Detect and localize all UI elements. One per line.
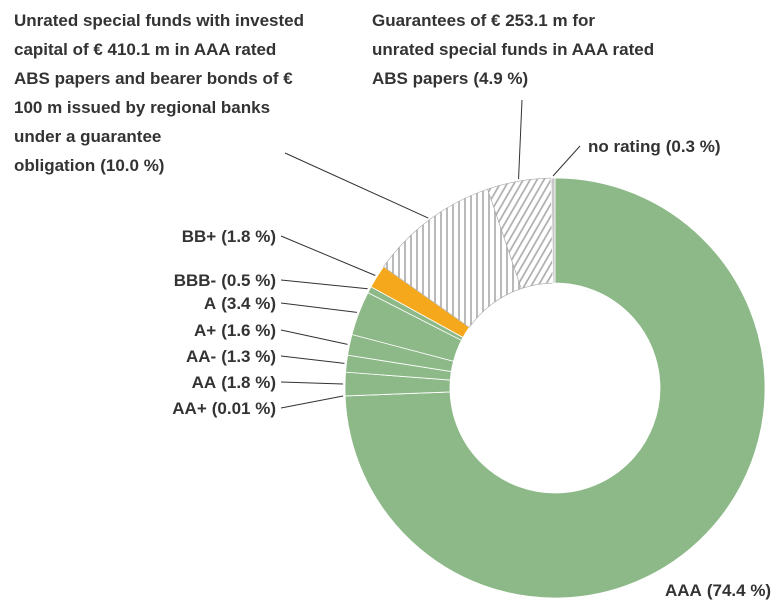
slice-label: A (3.4 %) (204, 289, 276, 318)
leader-line (280, 302, 357, 313)
leader-line (280, 235, 376, 276)
leader-line (280, 279, 368, 290)
category-label: Guarantees of € 253.1 m for unrated spec… (372, 11, 655, 88)
category-label: AA- (185, 347, 217, 366)
slice-label: Guarantees of € 253.1 m for unrated spec… (372, 6, 662, 93)
leader-line (280, 355, 345, 364)
value-label: (1.8 %) (221, 227, 276, 246)
leader-line (280, 395, 344, 409)
slice (344, 177, 766, 599)
value-label: (1.6 %) (221, 321, 276, 340)
leader-line (518, 99, 523, 180)
slice-label: no rating (0.3 %) (588, 132, 721, 161)
category-label: AAA (665, 581, 702, 600)
slice-label: AAA (74.4 %) (665, 576, 771, 602)
value-label: (1.8 %) (221, 373, 276, 392)
slice-label: AA- (1.3 %) (186, 342, 276, 371)
category-label: Unrated special funds with invested capi… (14, 11, 305, 175)
value-label: (0.5 %) (221, 271, 276, 290)
category-label: BB+ (181, 227, 217, 246)
leader-line (284, 152, 429, 219)
value-label: (0.01 %) (211, 399, 276, 418)
slice-label: AA+ (0.01 %) (172, 394, 276, 423)
leader-line (280, 381, 344, 385)
leader-line (552, 145, 581, 177)
slice-label: BB+ (1.8 %) (182, 222, 276, 251)
value-label: (4.9 %) (473, 69, 529, 88)
category-label: AA+ (172, 399, 207, 418)
slice-label: AA (1.8 %) (192, 368, 276, 397)
category-label: A (203, 294, 217, 313)
category-label: BBB- (173, 271, 217, 290)
slice-label: A+ (1.6 %) (194, 316, 276, 345)
value-label: (10.0 %) (100, 156, 165, 175)
value-label: (1.3 %) (221, 347, 276, 366)
slice-label: Unrated special funds with invested capi… (14, 6, 314, 180)
category-label: AA (191, 373, 217, 392)
slice-label: BBB- (0.5 %) (174, 266, 276, 295)
value-label: (74.4 %) (706, 581, 772, 600)
leader-line (280, 329, 348, 345)
category-label: A+ (193, 321, 217, 340)
value-label: (3.4 %) (221, 294, 276, 313)
category-label: no rating (588, 137, 661, 156)
value-label: (0.3 %) (665, 137, 721, 156)
slice (550, 177, 556, 284)
